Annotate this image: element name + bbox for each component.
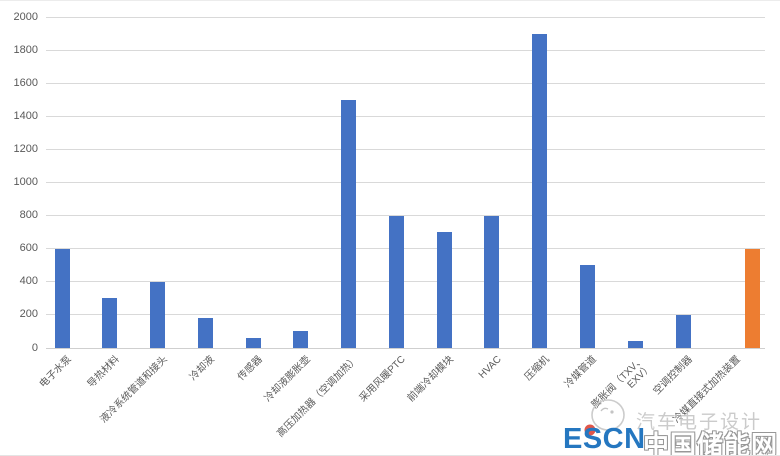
wechat-account-watermark: 汽车电子设计 bbox=[636, 412, 763, 433]
y-axis-tick-label: 1800 bbox=[13, 43, 38, 56]
bar bbox=[102, 298, 118, 348]
bar bbox=[388, 215, 404, 348]
gridline bbox=[46, 148, 765, 150]
y-axis-tick-label: 800 bbox=[19, 209, 38, 222]
gridline bbox=[46, 281, 765, 283]
x-axis-category-label: 压缩机 bbox=[522, 354, 552, 383]
bar bbox=[745, 248, 761, 348]
bar bbox=[197, 318, 213, 348]
gridline bbox=[46, 82, 765, 84]
y-axis-tick-label: 2000 bbox=[13, 10, 38, 23]
gridline bbox=[46, 314, 765, 316]
y-axis-tick-label: 600 bbox=[19, 242, 38, 255]
gridline bbox=[46, 248, 765, 250]
x-axis-category-label: HVAC bbox=[476, 354, 504, 381]
gridline bbox=[46, 215, 765, 217]
x-axis-category-label: 传感器 bbox=[235, 354, 265, 383]
bar bbox=[436, 232, 452, 348]
bar bbox=[54, 248, 70, 348]
doodle-logo-icon bbox=[584, 399, 625, 436]
bar bbox=[245, 338, 261, 348]
escn-site-name: 中国储能网 bbox=[643, 430, 779, 456]
bar bbox=[484, 215, 500, 348]
y-axis-tick-label: 1000 bbox=[13, 176, 38, 188]
x-axis-category-label: 前端冷却模块 bbox=[405, 354, 456, 405]
y-axis-tick-label: 200 bbox=[19, 308, 38, 321]
bar bbox=[150, 281, 166, 348]
x-axis-category-label: 高压加热器（空调加热） bbox=[274, 354, 361, 440]
y-axis-tick-label: 1200 bbox=[13, 142, 38, 155]
x-axis-category-label: 导热材料 bbox=[85, 354, 122, 391]
gridline bbox=[46, 16, 765, 18]
bar bbox=[627, 341, 643, 348]
x-axis-category-label: 冷却液膨胀壶 bbox=[262, 354, 313, 405]
bar bbox=[579, 265, 595, 348]
y-axis-tick-label: 400 bbox=[19, 275, 38, 288]
y-axis-tick-label: 0 bbox=[31, 341, 38, 354]
y-axis-tick-label: 1400 bbox=[13, 109, 38, 122]
x-axis-line bbox=[46, 348, 765, 349]
bar bbox=[293, 331, 309, 348]
gridline bbox=[46, 182, 765, 183]
gridline bbox=[46, 115, 765, 117]
bar bbox=[532, 33, 548, 348]
escn-logo-text: ESCN bbox=[563, 423, 646, 455]
bar bbox=[341, 99, 357, 348]
bar bbox=[675, 314, 691, 348]
y-axis-tick-label: 1600 bbox=[13, 76, 38, 89]
gridline bbox=[46, 49, 765, 51]
